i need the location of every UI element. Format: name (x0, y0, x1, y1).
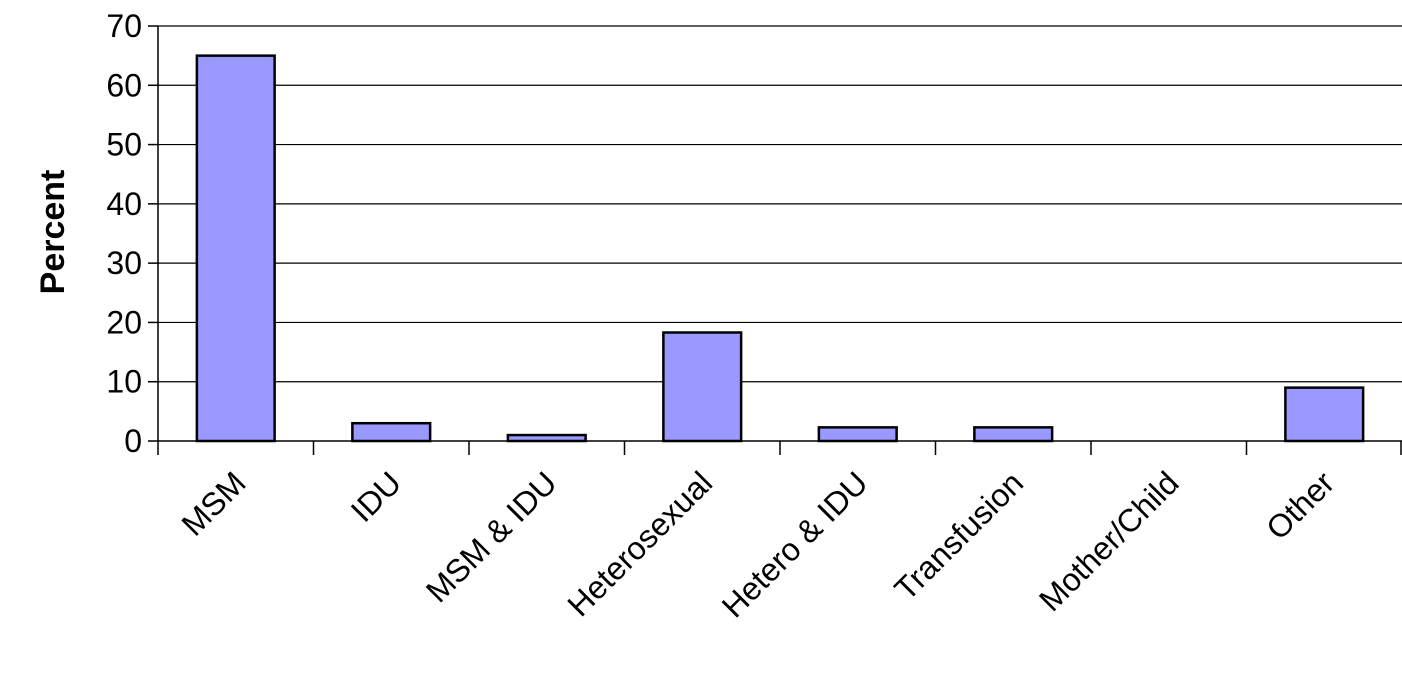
x-tick-label: Mother/Child (1032, 464, 1186, 618)
x-tick-label: IDU (344, 464, 408, 528)
bar (662, 331, 743, 443)
bars (195, 54, 1365, 443)
y-tick-label: 70 (106, 8, 142, 44)
bar (351, 421, 432, 443)
bar (1284, 386, 1365, 443)
y-tick-label: 0 (124, 423, 142, 459)
bar (506, 433, 587, 443)
y-tick-label: 10 (106, 364, 142, 400)
x-tick-label: MSM & IDU (419, 464, 564, 609)
y-tick-labels: 0 10 20 30 40 50 60 70 (106, 8, 142, 459)
x-tick-label: Hetero & IDU (715, 464, 875, 624)
x-tick-label: MSM (174, 464, 252, 542)
gridlines (158, 25, 1402, 383)
y-axis-title: Percent (34, 170, 72, 295)
bar (817, 426, 898, 443)
x-tick-label: Transfusion (887, 464, 1030, 607)
x-tick-label: Heterosexual (560, 464, 719, 623)
bar (973, 426, 1054, 443)
y-tick-label: 20 (106, 304, 142, 340)
y-tick-label: 30 (106, 245, 142, 281)
axes (148, 25, 1402, 455)
y-tick-label: 50 (106, 127, 142, 163)
y-tick-label: 60 (106, 67, 142, 103)
x-tick-label: Other (1259, 464, 1341, 546)
y-tick-label: 40 (106, 186, 142, 222)
bar (195, 54, 276, 443)
